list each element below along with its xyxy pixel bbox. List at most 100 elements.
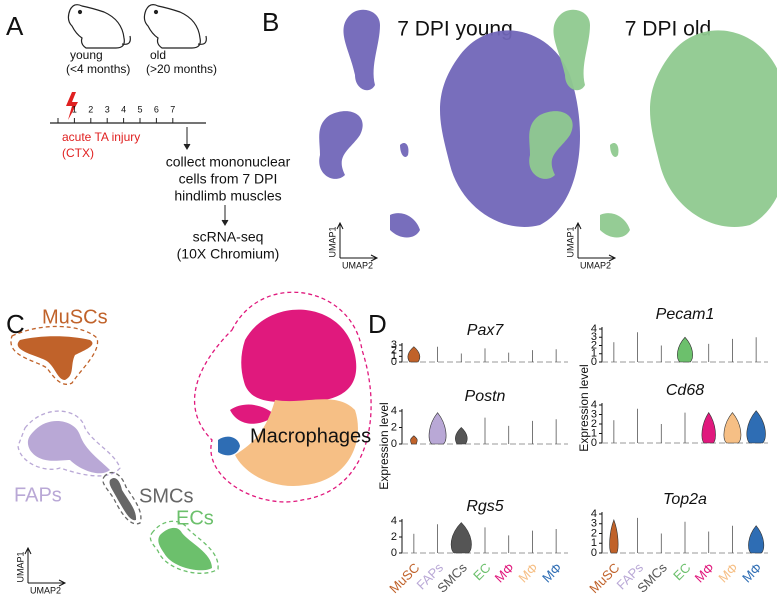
axis-arrow	[24, 546, 67, 587]
cohort-label: young	[70, 48, 103, 62]
gene-name: Top2a	[663, 491, 707, 508]
category-label: MΦ	[492, 560, 518, 586]
axis-label: UMAP2	[580, 260, 611, 270]
axis-arrow	[574, 221, 617, 262]
cell-cluster	[17, 336, 93, 380]
cluster-outline	[10, 325, 99, 385]
plot-title: 7 DPI young	[397, 18, 513, 41]
panel-label: B	[262, 7, 279, 37]
gene-name: Pecam1	[656, 306, 715, 323]
timeline-label: 1	[72, 104, 77, 114]
axis-label: UMAP1	[15, 551, 25, 582]
y-axis-label: Expression level	[577, 364, 591, 451]
category-label: MΦ	[715, 560, 741, 586]
y-tick-label: 1	[591, 537, 597, 549]
gene-name: Cd68	[666, 382, 704, 399]
y-tick-label: 0	[391, 547, 397, 559]
step-text: (10X Chromium)	[177, 246, 280, 262]
panel-label: D	[368, 309, 387, 339]
y-tick-label: 3	[591, 331, 597, 343]
category-label: MΦ	[515, 560, 541, 586]
category-label: MΦ	[692, 560, 718, 586]
y-tick-label: 3	[391, 339, 397, 351]
injury-label: acute TA injury	[62, 130, 140, 144]
cluster-outline	[102, 471, 142, 525]
y-tick-label: 4	[391, 405, 397, 417]
y-tick-label: 3	[591, 518, 597, 530]
y-tick-label: 2	[591, 418, 597, 430]
cell-cluster	[400, 143, 409, 157]
cohort-label: old	[150, 48, 166, 62]
violin	[746, 410, 766, 444]
y-tick-label: 2	[391, 531, 397, 543]
y-tick-label: 4	[591, 508, 597, 520]
cohort-age: (<4 months)	[66, 62, 130, 76]
y-axis-label: Expression level	[377, 402, 391, 489]
y-tick-label: 4	[591, 323, 597, 335]
cell-cluster	[343, 9, 380, 91]
gene-name: Postn	[465, 388, 506, 405]
cell-cluster	[650, 30, 777, 227]
axis-label: UMAP1	[565, 226, 575, 257]
cell-cluster	[529, 111, 573, 179]
timeline-label: 5	[137, 104, 142, 114]
category-label: MΦ	[739, 560, 765, 586]
axis-label: UMAP2	[342, 260, 373, 270]
y-tick-label: 2	[591, 339, 597, 351]
cluster-outline	[17, 410, 121, 477]
axis-label: UMAP1	[327, 226, 337, 257]
category-label: EC	[670, 560, 693, 583]
plot-title: 7 DPI old	[625, 18, 711, 41]
y-tick-label: 3	[591, 408, 597, 420]
mouse-icons	[67, 4, 207, 49]
violin	[723, 412, 742, 444]
cell-cluster	[553, 9, 590, 91]
cell-cluster	[218, 436, 240, 456]
step-text: collect mononuclear	[166, 154, 291, 170]
cell-cluster	[319, 111, 363, 179]
violin	[410, 435, 418, 445]
cell-cluster	[109, 478, 137, 521]
step-text: hindlimb muscles	[174, 188, 281, 204]
gene-name: Pax7	[467, 322, 505, 339]
cluster-label: SMCs	[139, 485, 193, 507]
y-tick-label: 0	[591, 356, 597, 368]
axis-label: UMAP2	[30, 585, 61, 595]
timeline-label: 2	[88, 104, 93, 114]
violin	[748, 525, 765, 554]
violin	[609, 518, 619, 554]
cell-cluster	[230, 309, 357, 424]
cluster-outline	[149, 520, 219, 574]
cell-cluster	[158, 527, 212, 571]
cluster-label: MuSCs	[42, 306, 108, 328]
cluster-label: FAPs	[14, 484, 62, 506]
cell-cluster	[600, 213, 630, 238]
violin	[677, 336, 693, 363]
violin	[428, 412, 447, 445]
violin	[701, 412, 716, 444]
violin	[407, 346, 421, 363]
y-tick-label: 2	[391, 421, 397, 433]
cohort-age: (>20 months)	[146, 62, 217, 76]
timeline-label: 6	[154, 104, 159, 114]
y-tick-label: 2	[391, 345, 397, 357]
category-label: EC	[470, 560, 493, 583]
y-tick-label: 0	[391, 438, 397, 450]
cell-cluster	[27, 420, 110, 474]
step-text: cells from 7 DPI	[179, 171, 278, 187]
cell-cluster	[610, 143, 619, 157]
cluster-label: ECs	[176, 507, 214, 529]
cell-cluster	[390, 213, 420, 238]
y-tick-label: 0	[591, 437, 597, 449]
cell-cluster	[235, 399, 358, 486]
step-text: scRNA-seq	[193, 229, 264, 245]
flow-arrows	[183, 127, 229, 226]
timeline-label: 3	[105, 104, 110, 114]
injury-sub: (CTX)	[62, 146, 94, 160]
y-tick-label: 0	[391, 356, 397, 368]
gene-name: Rgs5	[466, 498, 503, 515]
violin	[455, 427, 468, 445]
axis-arrow	[336, 221, 379, 262]
y-tick-label: 1	[391, 350, 397, 362]
